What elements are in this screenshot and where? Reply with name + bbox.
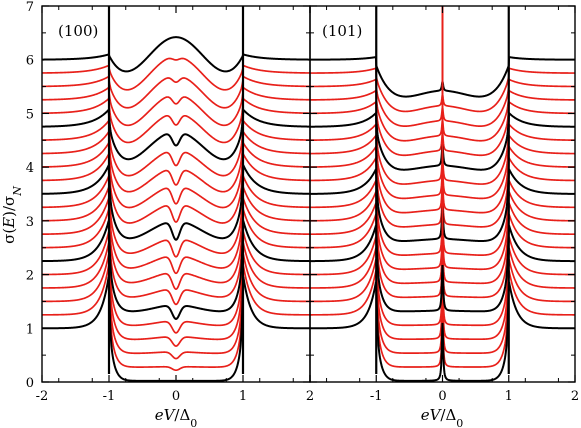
red-curve-17 [42,86,310,127]
y-tick-label: 3 [26,215,34,230]
red-curve-11 [42,150,310,224]
red-curve-12 [42,140,310,209]
x-axis-title-right: eV/Δ0 [421,406,464,428]
panel-101 [310,6,575,382]
x-tick-label: -1 [370,389,383,404]
x-tick-label: 1 [239,389,247,404]
curves-group [42,6,310,382]
black-curve-20 [42,36,310,73]
red-curve-8 [42,187,310,275]
red-curve-3 [42,242,310,347]
black-curve-0 [42,276,310,382]
red-curve-14 [42,118,310,177]
curves-group [310,6,575,382]
red-curve-6 [42,209,310,306]
red-curve-13 [42,129,310,193]
red-curve-1 [42,265,310,372]
red-curve-2 [42,254,310,360]
red-curve-4 [42,231,310,334]
x-tick-label: 0 [438,389,446,404]
red-curve-19 [42,57,310,91]
panel-100 [42,6,310,382]
black-curve-5 [42,220,310,320]
y-tick-label: 4 [26,161,34,176]
x-tick-label: 1 [505,389,513,404]
y-tick-label: 5 [26,107,34,122]
x-tick-label: -1 [103,389,116,404]
y-axis-title: σ(E)/σN [0,186,24,244]
black-curve-10 [42,164,310,241]
x-axis-title-left: eV/Δ0 [155,406,198,428]
y-tick-label: 2 [26,269,34,284]
black-curve-15 [42,107,310,161]
black-curve-0 [310,281,575,382]
x-tick-label: 2 [306,389,314,404]
y-tick-label: 6 [26,54,34,69]
y-tick-label: 1 [26,322,34,337]
axes-layer: -2 -1 0 1 2 -1 0 1 2 0 1 2 3 4 5 6 7 [26,0,579,404]
x-tick-label: 0 [172,389,180,404]
red-curve-18 [42,75,310,109]
x-tick-label: 2 [571,389,579,404]
black-curve-5 [310,225,575,313]
panel-label-100: (100) [58,22,98,40]
y-tick-label: 0 [26,376,34,391]
red-curve-16 [42,96,310,144]
panel-label-101: (101) [322,22,362,40]
x-tick-label: -2 [36,389,49,404]
red-curve-9 [42,175,310,258]
red-curve-7 [42,198,310,290]
y-tick-label: 7 [26,0,34,15]
